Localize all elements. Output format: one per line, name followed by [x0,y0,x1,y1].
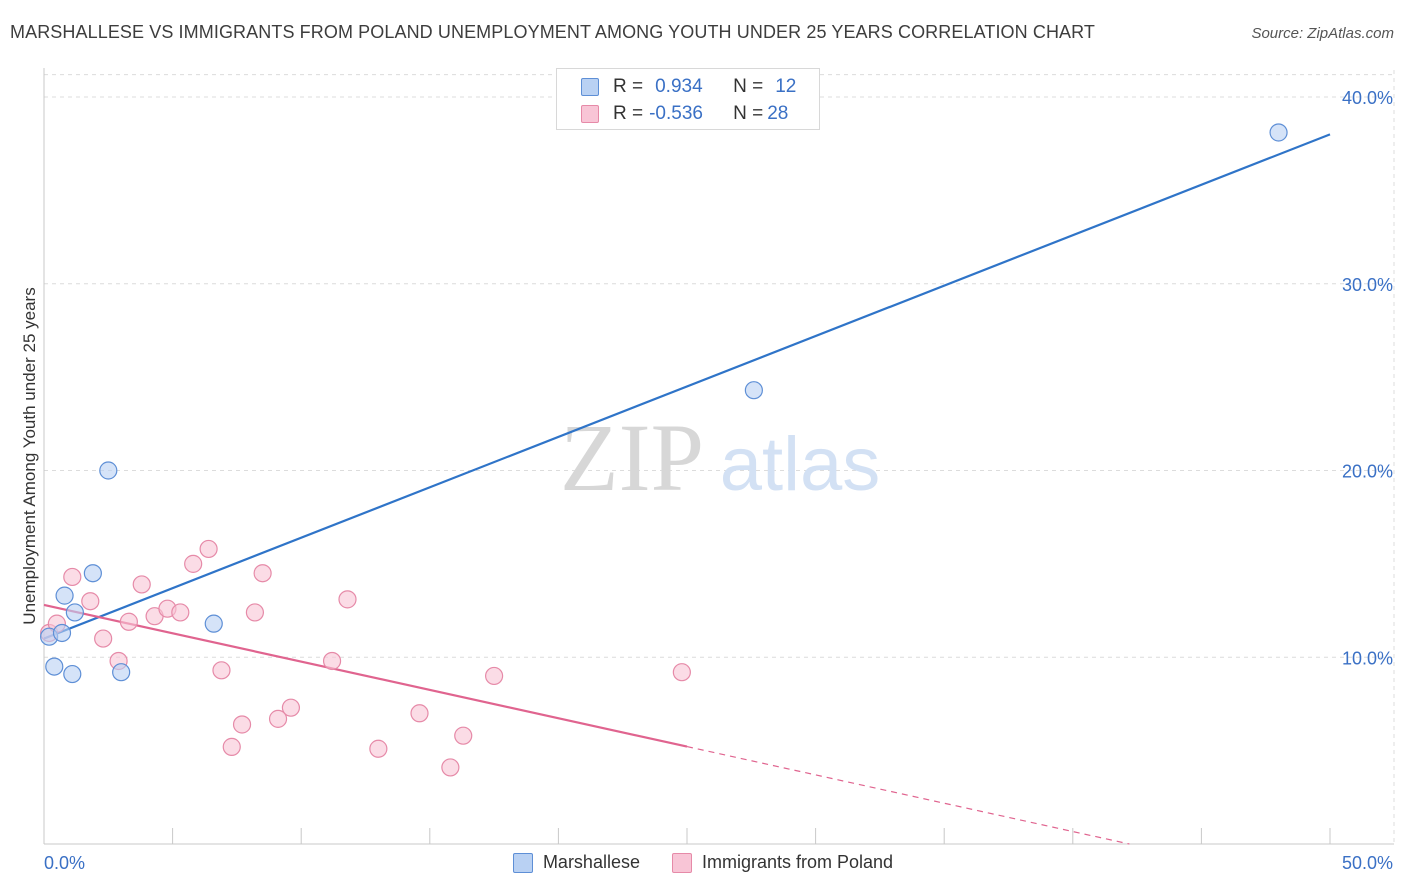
poland-point [63,567,82,587]
poland-point [222,737,241,756]
watermark: ZIP atlas [560,404,880,511]
stats-row-poland: R = -0.536 N = 28 [581,102,788,126]
marshallese-point [63,664,82,684]
data-points [40,123,1288,777]
poland-point [81,592,100,611]
n-value: 28 [767,103,789,124]
poland-point [232,715,252,734]
poland-point [245,603,265,622]
poland-point [184,554,203,573]
poland-point [441,758,460,777]
poland-point [338,590,357,609]
axes [43,68,1394,845]
legend-swatch [671,852,692,873]
trend-line-1 [43,603,688,748]
poland-point [322,651,342,671]
legend-item-marshallese[interactable]: Marshallese [512,852,640,873]
n-label: N = [733,103,764,124]
marshallese-point [83,564,102,583]
marshallese-point [65,603,84,622]
poland-point [672,663,691,682]
stats-legend: R = 0.934 N = 12 R = -0.536 N = 28 [556,68,820,130]
poland-point [171,603,190,622]
stats-row-marshallese: R = 0.934 N = 12 [581,75,796,99]
poland-swatch [581,105,599,123]
marshallese-point [45,657,64,676]
r-label: R = [613,76,644,97]
y-tick-label: 30.0% [1342,275,1393,295]
poland-point [410,704,429,723]
legend-item-poland[interactable]: Immigrants from Poland [671,852,894,873]
poland-point [281,698,301,717]
y-tick-label: 10.0% [1342,648,1393,668]
poland-point [268,709,288,728]
watermark-zip: ZIP [560,404,704,511]
marshallese-point [112,663,131,682]
poland-point [485,666,504,686]
r-value: -0.536 [649,103,703,124]
poland-point [369,739,388,758]
poland-point [94,629,113,648]
trend-lines [43,133,1331,845]
tick-labels: 10.0% 20.0% 30.0% 40.0% 0.0% 50.0% [44,88,1393,873]
poland-point [132,575,151,594]
series-legend: Marshallese Immigrants from Poland [0,852,1406,873]
r-value: 0.934 [655,76,703,97]
legend-swatch [512,852,533,873]
legend-label: Marshallese [542,852,640,872]
trend-line-extension-1 [686,745,1130,845]
marshallese-point [55,586,74,605]
r-label: R = [613,103,644,124]
marshallese-point [1269,123,1288,142]
watermark-atlas: atlas [720,422,881,507]
x-tick-label: 50.0% [1342,853,1393,873]
marshallese-swatch [581,78,599,96]
poland-point [119,612,138,631]
n-value: 12 [775,76,797,97]
y-tick-label: 40.0% [1342,88,1393,108]
poland-point [212,661,231,680]
legend-label: Immigrants from Poland [701,852,894,872]
trend-line-0 [43,133,1331,640]
x-tick-label: 0.0% [44,853,85,873]
marshallese-point [52,623,72,643]
marshallese-point [99,461,118,480]
y-tick-label: 20.0% [1342,462,1393,482]
poland-point [199,539,218,559]
n-label: N = [733,76,764,97]
marshallese-point [744,381,763,400]
poland-point [253,564,272,583]
source-label: Source: ZipAtlas.com [1251,25,1394,42]
chart-title: MARSHALLESE VS IMMIGRANTS FROM POLAND UN… [10,22,1096,42]
poland-point [454,726,473,745]
marshallese-point [204,614,223,633]
